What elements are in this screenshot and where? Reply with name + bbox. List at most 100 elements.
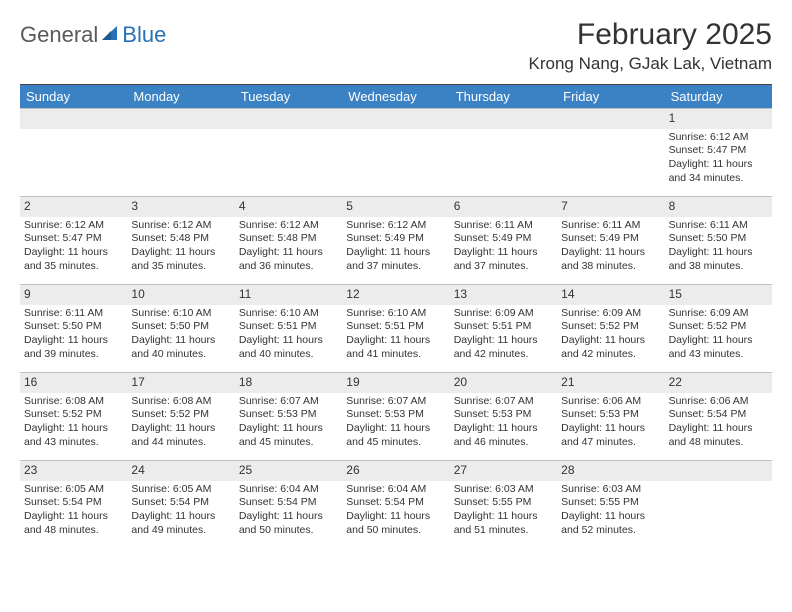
calendar-cell: 25Sunrise: 6:04 AMSunset: 5:54 PMDayligh… — [235, 460, 342, 548]
cell-body: Sunrise: 6:08 AMSunset: 5:52 PMDaylight:… — [20, 393, 127, 454]
day-number: 18 — [235, 372, 342, 393]
calendar-cell: 15Sunrise: 6:09 AMSunset: 5:52 PMDayligh… — [665, 284, 772, 372]
day-headers: Sunday Monday Tuesday Wednesday Thursday… — [20, 85, 772, 108]
sunset-text: Sunset: 5:51 PM — [346, 320, 445, 334]
day-number: 1 — [665, 108, 772, 129]
cell-body: Sunrise: 6:11 AMSunset: 5:49 PMDaylight:… — [557, 217, 664, 278]
daylight-text: Daylight: 11 hours and 44 minutes. — [131, 422, 230, 449]
sunrise-text: Sunrise: 6:12 AM — [24, 219, 123, 233]
sunset-text: Sunset: 5:51 PM — [454, 320, 553, 334]
daylight-text: Daylight: 11 hours and 45 minutes. — [239, 422, 338, 449]
calendar-cell: 7Sunrise: 6:11 AMSunset: 5:49 PMDaylight… — [557, 196, 664, 284]
calendar-cell — [450, 108, 557, 196]
daylight-text: Daylight: 11 hours and 48 minutes. — [669, 422, 768, 449]
sunrise-text: Sunrise: 6:03 AM — [561, 483, 660, 497]
cell-body: Sunrise: 6:09 AMSunset: 5:52 PMDaylight:… — [557, 305, 664, 366]
sunrise-text: Sunrise: 6:11 AM — [669, 219, 768, 233]
week-row: 1 Sunrise: 6:12 AMSunset: 5:47 PMDaylight… — [20, 108, 772, 196]
day-number: 26 — [342, 460, 449, 481]
daylight-text: Daylight: 11 hours and 43 minutes. — [24, 422, 123, 449]
calendar-cell: 20Sunrise: 6:07 AMSunset: 5:53 PMDayligh… — [450, 372, 557, 460]
cell-body: Sunrise: 6:12 AMSunset: 5:49 PMDaylight:… — [342, 217, 449, 278]
day-number — [450, 108, 557, 129]
sunset-text: Sunset: 5:47 PM — [24, 232, 123, 246]
sunset-text: Sunset: 5:49 PM — [454, 232, 553, 246]
sunrise-text: Sunrise: 6:09 AM — [669, 307, 768, 321]
cell-body — [20, 129, 127, 135]
sunrise-text: Sunrise: 6:05 AM — [24, 483, 123, 497]
cell-body: Sunrise: 6:08 AMSunset: 5:52 PMDaylight:… — [127, 393, 234, 454]
day-number: 20 — [450, 372, 557, 393]
cell-body: Sunrise: 6:12 AMSunset: 5:48 PMDaylight:… — [127, 217, 234, 278]
cell-body — [127, 129, 234, 135]
cell-body: Sunrise: 6:06 AMSunset: 5:54 PMDaylight:… — [665, 393, 772, 454]
week-row: 9Sunrise: 6:11 AMSunset: 5:50 PMDaylight… — [20, 284, 772, 372]
sunset-text: Sunset: 5:51 PM — [239, 320, 338, 334]
calendar-cell: 27Sunrise: 6:03 AMSunset: 5:55 PMDayligh… — [450, 460, 557, 548]
week-row: 23Sunrise: 6:05 AMSunset: 5:54 PMDayligh… — [20, 460, 772, 548]
calendar-cell — [557, 108, 664, 196]
day-number: 4 — [235, 196, 342, 217]
sunset-text: Sunset: 5:50 PM — [24, 320, 123, 334]
cell-body: Sunrise: 6:11 AMSunset: 5:50 PMDaylight:… — [665, 217, 772, 278]
sunrise-text: Sunrise: 6:10 AM — [239, 307, 338, 321]
month-title: February 2025 — [529, 18, 773, 52]
day-header: Sunday — [20, 85, 127, 108]
sunset-text: Sunset: 5:49 PM — [346, 232, 445, 246]
day-number: 21 — [557, 372, 664, 393]
sunset-text: Sunset: 5:47 PM — [669, 144, 768, 158]
day-number: 13 — [450, 284, 557, 305]
sunset-text: Sunset: 5:49 PM — [561, 232, 660, 246]
sunset-text: Sunset: 5:52 PM — [24, 408, 123, 422]
daylight-text: Daylight: 11 hours and 37 minutes. — [454, 246, 553, 273]
cell-body: Sunrise: 6:05 AMSunset: 5:54 PMDaylight:… — [20, 481, 127, 542]
cell-body — [342, 129, 449, 135]
calendar-cell — [20, 108, 127, 196]
daylight-text: Daylight: 11 hours and 35 minutes. — [131, 246, 230, 273]
cell-body: Sunrise: 6:12 AMSunset: 5:48 PMDaylight:… — [235, 217, 342, 278]
calendar-cell: 4Sunrise: 6:12 AMSunset: 5:48 PMDaylight… — [235, 196, 342, 284]
calendar-cell: 8Sunrise: 6:11 AMSunset: 5:50 PMDaylight… — [665, 196, 772, 284]
calendar-cell: 6Sunrise: 6:11 AMSunset: 5:49 PMDaylight… — [450, 196, 557, 284]
cell-body — [235, 129, 342, 135]
daylight-text: Daylight: 11 hours and 38 minutes. — [669, 246, 768, 273]
calendar-cell: 10Sunrise: 6:10 AMSunset: 5:50 PMDayligh… — [127, 284, 234, 372]
calendar-cell: 5Sunrise: 6:12 AMSunset: 5:49 PMDaylight… — [342, 196, 449, 284]
cell-body: Sunrise: 6:07 AMSunset: 5:53 PMDaylight:… — [450, 393, 557, 454]
calendar-cell — [342, 108, 449, 196]
day-number: 17 — [127, 372, 234, 393]
daylight-text: Daylight: 11 hours and 42 minutes. — [561, 334, 660, 361]
day-number: 10 — [127, 284, 234, 305]
cell-body: Sunrise: 6:11 AMSunset: 5:49 PMDaylight:… — [450, 217, 557, 278]
cell-body: Sunrise: 6:11 AMSunset: 5:50 PMDaylight:… — [20, 305, 127, 366]
calendar: Sunday Monday Tuesday Wednesday Thursday… — [20, 85, 772, 548]
calendar-cell: 18Sunrise: 6:07 AMSunset: 5:53 PMDayligh… — [235, 372, 342, 460]
day-number — [20, 108, 127, 129]
calendar-cell: 12Sunrise: 6:10 AMSunset: 5:51 PMDayligh… — [342, 284, 449, 372]
day-header: Monday — [127, 85, 234, 108]
sunrise-text: Sunrise: 6:10 AM — [131, 307, 230, 321]
sunrise-text: Sunrise: 6:07 AM — [346, 395, 445, 409]
sunrise-text: Sunrise: 6:12 AM — [669, 131, 768, 145]
calendar-cell: 11Sunrise: 6:10 AMSunset: 5:51 PMDayligh… — [235, 284, 342, 372]
header: General Blue February 2025 Krong Nang, G… — [20, 18, 772, 74]
calendar-cell: 9Sunrise: 6:11 AMSunset: 5:50 PMDaylight… — [20, 284, 127, 372]
sunrise-text: Sunrise: 6:08 AM — [131, 395, 230, 409]
day-number: 16 — [20, 372, 127, 393]
daylight-text: Daylight: 11 hours and 37 minutes. — [346, 246, 445, 273]
sunrise-text: Sunrise: 6:11 AM — [454, 219, 553, 233]
sunrise-text: Sunrise: 6:09 AM — [561, 307, 660, 321]
daylight-text: Daylight: 11 hours and 48 minutes. — [24, 510, 123, 537]
sunset-text: Sunset: 5:52 PM — [561, 320, 660, 334]
cell-body: Sunrise: 6:07 AMSunset: 5:53 PMDaylight:… — [235, 393, 342, 454]
cell-body: Sunrise: 6:03 AMSunset: 5:55 PMDaylight:… — [450, 481, 557, 542]
sunset-text: Sunset: 5:50 PM — [669, 232, 768, 246]
daylight-text: Daylight: 11 hours and 41 minutes. — [346, 334, 445, 361]
calendar-cell: 26Sunrise: 6:04 AMSunset: 5:54 PMDayligh… — [342, 460, 449, 548]
day-number: 5 — [342, 196, 449, 217]
calendar-cell: 13Sunrise: 6:09 AMSunset: 5:51 PMDayligh… — [450, 284, 557, 372]
daylight-text: Daylight: 11 hours and 34 minutes. — [669, 158, 768, 185]
day-header: Tuesday — [235, 85, 342, 108]
sunrise-text: Sunrise: 6:10 AM — [346, 307, 445, 321]
daylight-text: Daylight: 11 hours and 47 minutes. — [561, 422, 660, 449]
